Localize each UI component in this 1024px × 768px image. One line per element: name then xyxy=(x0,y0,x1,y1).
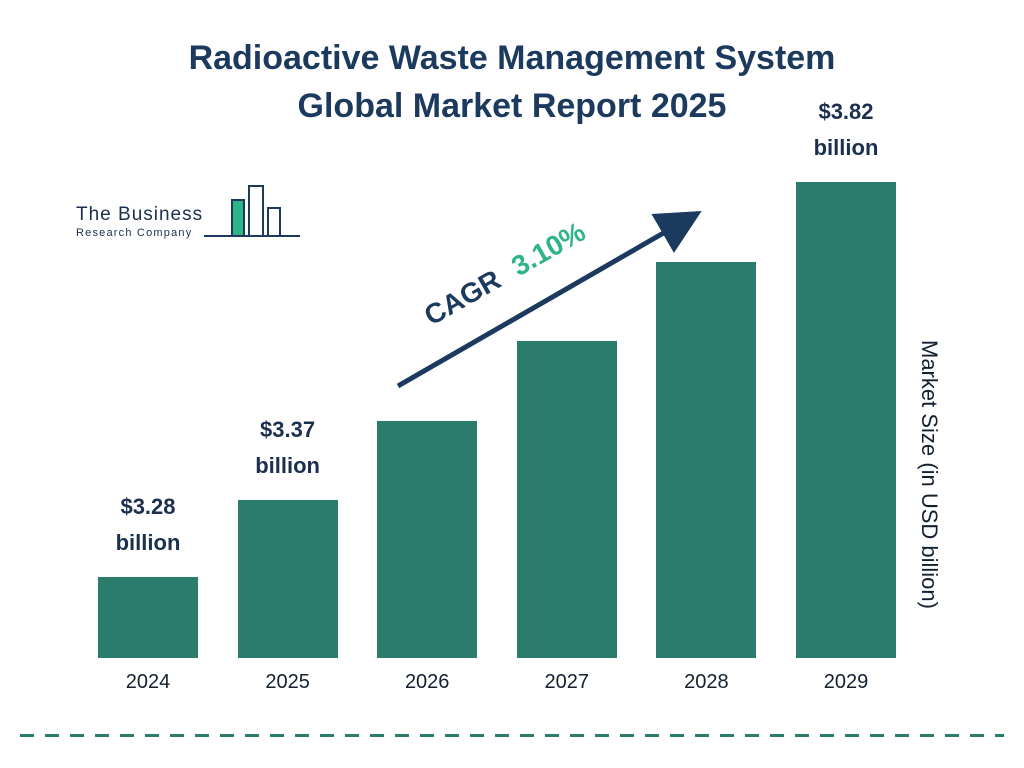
bar-2028 xyxy=(656,262,757,658)
x-tick-2027: 2027 xyxy=(544,671,590,693)
value-label-2025: $3.37 billion xyxy=(255,417,320,478)
bar-2024 xyxy=(98,577,198,658)
chart-title-line2: Global Market Report 2025 xyxy=(297,87,727,125)
x-tick-2024: 2024 xyxy=(125,671,171,693)
x-tick-2026: 2026 xyxy=(404,671,450,693)
value-label-2029: $3.82 billion xyxy=(813,99,879,160)
bottom-dashed-line xyxy=(20,734,1004,737)
chart-title: Radioactive Waste Management System Glob… xyxy=(0,34,1024,130)
y-axis-label: Market Size (in USD billion) xyxy=(917,340,942,609)
x-tick-2029: 2029 xyxy=(823,671,869,693)
logo-subname: Research Company xyxy=(76,227,193,239)
bar-2026 xyxy=(377,421,478,658)
value-label-2024: $3.28 billion xyxy=(115,494,181,555)
bar-2025 xyxy=(237,500,338,658)
bar-2029 xyxy=(796,182,896,658)
bar-2027 xyxy=(516,341,617,658)
x-tick-2025: 2025 xyxy=(265,671,310,693)
chart-title-line1: Radioactive Waste Management System xyxy=(188,39,836,77)
logo-bars-icon xyxy=(204,185,300,237)
logo-text: The Business Research Company xyxy=(76,204,203,239)
logo-name: The Business xyxy=(76,204,204,225)
company-logo: The Business Research Company xyxy=(76,180,300,246)
x-tick-2028: 2028 xyxy=(684,671,729,693)
